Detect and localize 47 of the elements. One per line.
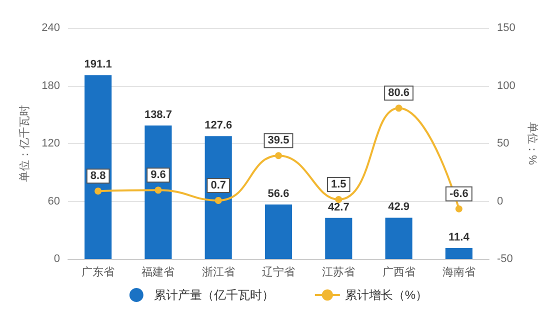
y2-tick-label: 0	[497, 195, 504, 208]
data-label: -6.6	[449, 188, 468, 200]
bar	[385, 218, 412, 259]
y-tick-label: 240	[42, 22, 60, 34]
x-tick-label: 辽宁省	[262, 266, 295, 278]
bar	[84, 75, 112, 259]
y-tick-label: 60	[48, 195, 60, 208]
legend-label: 累计增长（%）	[344, 288, 428, 302]
data-label: 42.9	[388, 201, 410, 214]
data-label: 42.7	[328, 201, 350, 214]
x-tick-label: 广西省	[382, 266, 416, 278]
y2-tick-label: 150	[497, 22, 516, 34]
data-label: 138.7	[144, 109, 172, 121]
data-label: 56.6	[268, 188, 290, 200]
data-label: 1.5	[330, 178, 346, 191]
data-label: 9.6	[150, 169, 166, 182]
point	[275, 152, 282, 160]
data-label: 8.8	[90, 170, 106, 182]
data-label: 191.1	[84, 58, 112, 71]
data-label: 127.6	[204, 120, 232, 132]
y-tick-label: 120	[42, 138, 60, 150]
x-tick-label: 海南省	[442, 266, 476, 278]
point	[395, 104, 402, 112]
point	[94, 188, 102, 195]
x-tick-label: 浙江省	[202, 266, 235, 278]
bar	[445, 248, 472, 259]
bar	[264, 204, 292, 259]
point	[154, 186, 162, 194]
y-tick-label: 180	[42, 80, 60, 92]
data-label: 11.4	[448, 232, 470, 244]
y2-axis-title: 单位：%	[526, 122, 539, 166]
legend-label: 累计产量（亿千瓦时）	[154, 288, 274, 302]
y2-tick-label: -50	[497, 253, 513, 265]
x-tick-label: 福建省	[142, 266, 175, 278]
y-axis-title: 单位：亿千瓦时	[18, 105, 32, 182]
bar	[325, 218, 352, 259]
point	[214, 196, 222, 204]
x-tick-label: 江苏省	[322, 266, 356, 278]
y2-tick-label: 100	[497, 80, 516, 92]
x-tick-label: 广东省	[82, 266, 115, 278]
data-label: 39.5	[268, 134, 290, 147]
y2-tick-label: 50	[497, 138, 510, 150]
data-label: 80.6	[388, 87, 410, 100]
y-tick-label: 0	[54, 253, 60, 265]
point	[455, 205, 462, 212]
data-label: 0.7	[210, 179, 226, 192]
bar	[144, 126, 172, 259]
